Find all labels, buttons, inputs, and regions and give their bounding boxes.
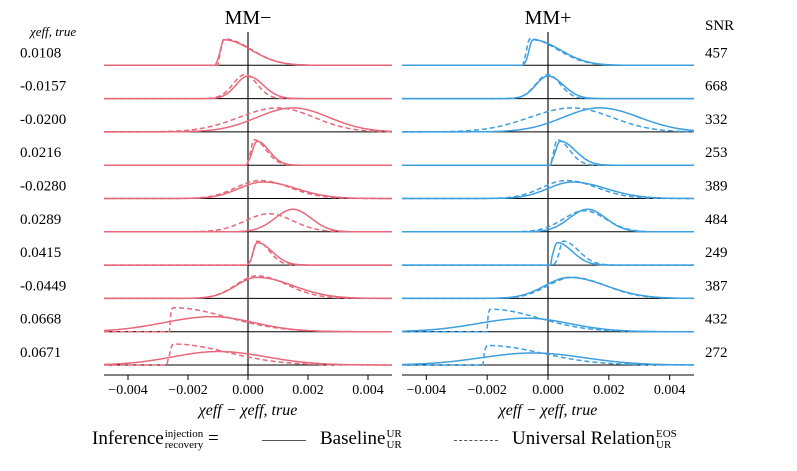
universal-relation-kde-row-9 bbox=[402, 344, 694, 366]
universal-relation-kde-row-9 bbox=[104, 343, 392, 366]
x-axis-label: χeff − χeff, true bbox=[197, 402, 298, 419]
row-label-chi-eff: 0.0289 bbox=[20, 212, 61, 228]
snr-header: SNR bbox=[705, 18, 734, 34]
universal-relation-kde-row-5 bbox=[402, 210, 694, 233]
panel-title-mm-plus: MM+ bbox=[525, 7, 572, 29]
universal-relation-kde-row-2 bbox=[104, 107, 392, 133]
universal-relation-kde-row-1 bbox=[104, 73, 392, 100]
row-label-chi-eff: -0.0280 bbox=[20, 179, 66, 195]
row-label-chi-eff: 0.0216 bbox=[20, 145, 62, 161]
x-tick-label: 0.000 bbox=[232, 383, 264, 398]
x-tick-label: 0.002 bbox=[593, 383, 625, 398]
row-label-snr: 389 bbox=[705, 179, 728, 195]
baseline-kde-row-8 bbox=[103, 315, 392, 333]
panel-mm-plus: −0.004 −0.002 0.000 0.002 0.004 χeff − χeff, … bbox=[402, 32, 695, 419]
panel-title-mm-minus: MM− bbox=[225, 7, 272, 29]
row-label-snr: 484 bbox=[705, 212, 728, 228]
baseline-kde-row-7 bbox=[104, 276, 392, 300]
row-label-header: χeff, true bbox=[28, 24, 76, 39]
universal-relation-kde-row-0 bbox=[402, 38, 694, 67]
baseline-kde-row-4 bbox=[104, 181, 392, 200]
universal-relation-kde-row-4 bbox=[104, 179, 392, 200]
row-label-snr: 457 bbox=[705, 45, 728, 61]
row-label-chi-eff: -0.0157 bbox=[20, 79, 67, 95]
x-tick-label: −0.004 bbox=[407, 383, 446, 398]
baseline-kde-row-9 bbox=[402, 352, 694, 366]
universal-relation-kde-row-1 bbox=[402, 73, 694, 100]
universal-relation-kde-row-6 bbox=[104, 240, 392, 266]
universal-relation-kde-row-0 bbox=[104, 38, 392, 67]
row-label-chi-eff: 0.0108 bbox=[20, 45, 61, 61]
row-label-snr: 332 bbox=[705, 112, 728, 128]
row-label-chi-eff: 0.0668 bbox=[20, 312, 61, 328]
row-label-chi-eff: -0.0200 bbox=[20, 112, 66, 128]
x-tick-label: −0.002 bbox=[467, 383, 506, 398]
row-label-snr: 249 bbox=[705, 245, 728, 261]
universal-relation-kde-row-8 bbox=[402, 308, 694, 333]
x-tick-label: 0.004 bbox=[352, 383, 384, 398]
x-tick-label: 0.000 bbox=[532, 383, 564, 398]
universal-relation-kde-row-4 bbox=[402, 179, 694, 200]
row-label-chi-eff: 0.0671 bbox=[20, 345, 61, 361]
row-label-snr: 432 bbox=[705, 312, 728, 328]
x-tick-label: 0.004 bbox=[654, 383, 686, 398]
row-label-chi-eff: 0.0415 bbox=[20, 245, 61, 261]
universal-relation-kde-row-6 bbox=[402, 240, 694, 266]
baseline-kde-row-2 bbox=[104, 107, 393, 133]
legend: Inference injection recovery = Baseline UR U… bbox=[0, 426, 797, 466]
legend-solid-line bbox=[262, 440, 306, 441]
row-label-chi-eff: -0.0449 bbox=[20, 278, 66, 294]
universal-relation-kde-row-5 bbox=[104, 213, 392, 233]
x-tick-label: −0.004 bbox=[108, 383, 147, 398]
x-tick-label: −0.002 bbox=[168, 383, 207, 398]
universal-relation-kde-row-2 bbox=[402, 107, 694, 133]
row-label-snr: 272 bbox=[705, 345, 728, 361]
x-tick-label: 0.002 bbox=[292, 383, 324, 398]
baseline-kde-row-5 bbox=[104, 208, 392, 233]
universal-relation-kde-row-7 bbox=[402, 276, 694, 300]
row-label-snr: 253 bbox=[705, 145, 728, 161]
row-label-snr: 387 bbox=[705, 278, 728, 294]
row-label-snr: 668 bbox=[705, 79, 728, 95]
legend-baseline: Baseline UR UR bbox=[320, 427, 402, 451]
universal-relation-kde-row-3 bbox=[104, 138, 392, 166]
x-axis-label: χeff − χeff, true bbox=[497, 402, 598, 419]
universal-relation-kde-row-3 bbox=[402, 138, 694, 166]
legend-universal-relation: Universal Relation EOS UR bbox=[512, 427, 677, 451]
legend-dashed-line bbox=[454, 440, 498, 441]
universal-relation-kde-row-7 bbox=[104, 275, 392, 300]
legend-prefix: Inference injection recovery = bbox=[92, 427, 219, 451]
panel-mm-minus: −0.004 −0.002 0.000 0.002 0.004 χeff − χeff, … bbox=[103, 32, 393, 419]
